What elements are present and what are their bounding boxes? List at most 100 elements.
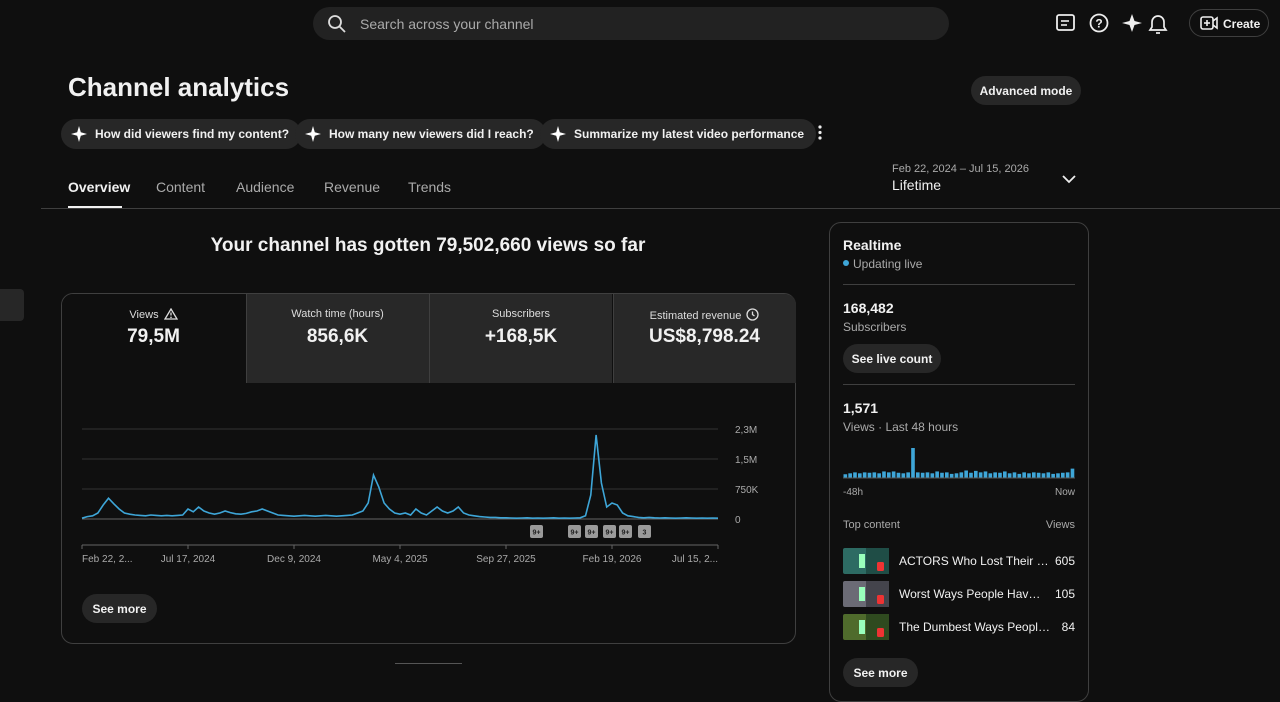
suggestion-chip[interactable]: Summarize my latest video performance	[540, 119, 817, 149]
bar	[882, 471, 886, 478]
y-tick-label: 1,5M	[735, 455, 757, 466]
header-icons[interactable]: ?	[1054, 12, 1179, 36]
views-chart: 0 750K 1,5M 2,3M Feb 22, 2... Jul 17, 2024 Dec…	[81, 425, 759, 565]
more-icon[interactable]	[815, 124, 825, 142]
marker-label: 9+	[571, 530, 579, 537]
marker-label: 9+	[588, 530, 596, 537]
views-count: 1,571	[843, 400, 879, 416]
suggestion-chip[interactable]: How many new viewers did I reach?	[295, 119, 546, 149]
bar	[1012, 472, 1017, 478]
metric-tab[interactable]: Estimated revenue US$8,798.24	[612, 294, 796, 383]
bar	[1041, 473, 1046, 478]
thumbnail	[843, 614, 889, 640]
overview-card	[61, 293, 796, 644]
bar	[949, 473, 954, 478]
sparkle-icon	[550, 126, 566, 142]
bar	[974, 470, 978, 478]
divider	[843, 284, 1075, 285]
marker-box	[638, 525, 651, 538]
bar	[877, 473, 881, 478]
see-more-button[interactable]: See more	[843, 658, 918, 687]
y-tick-label: 2,3M	[735, 425, 757, 436]
realtime-chart: -48h Now	[843, 448, 1075, 498]
x-tick-label: May 4, 2025	[372, 554, 427, 565]
bar	[969, 472, 973, 478]
bar	[940, 472, 944, 478]
bar	[911, 448, 915, 478]
marker-label: 9+	[606, 530, 614, 537]
metric-tab[interactable]: Watch time (hours) 856,6K	[245, 294, 429, 383]
bar	[925, 472, 930, 478]
bar	[872, 472, 877, 478]
metric-value: US$8,798.24	[649, 326, 760, 347]
top-content-row[interactable]: The Dumbest Ways Peopl… 84	[843, 614, 1075, 640]
bar	[1022, 472, 1026, 478]
sparkle-icon	[305, 126, 321, 142]
top-content-row[interactable]: ACTORS Who Lost Their … 605	[843, 548, 1075, 574]
marker-box	[603, 525, 616, 538]
bar	[959, 472, 964, 478]
create-button[interactable]: Create	[1189, 9, 1269, 37]
realtime-title: Realtime	[843, 237, 902, 253]
search-bar[interactable]: Search across your channel	[313, 7, 949, 40]
thumbnail	[843, 581, 889, 607]
side-handle[interactable]	[0, 289, 24, 321]
date-range[interactable]: Feb 22, 2024 – Jul 15, 2026	[892, 163, 1029, 175]
bar	[862, 472, 867, 478]
video-marker[interactable]: 9+	[619, 525, 632, 538]
suggestion-chip[interactable]: How did viewers find my content?	[61, 119, 302, 149]
bar	[1056, 473, 1060, 478]
top-content-title: Top content	[843, 519, 900, 531]
tab[interactable]: Trends	[408, 179, 452, 195]
bar	[896, 472, 901, 478]
scroll-indicator	[395, 663, 462, 664]
bar	[1032, 472, 1036, 478]
see-more-button[interactable]: See more	[82, 594, 157, 623]
x-tick-label: Feb 22, 2...	[82, 554, 133, 565]
y-tick-label: 750K	[735, 485, 759, 496]
metric-tab[interactable]: Views 79,5M	[62, 294, 245, 383]
metric-tab[interactable]: Subscribers +168,5K	[429, 294, 612, 383]
bar	[1017, 473, 1022, 478]
bar	[906, 472, 910, 478]
tab[interactable]: Audience	[236, 179, 295, 195]
subscriber-label: Subscribers	[843, 320, 907, 334]
video-marker[interactable]: 9+	[603, 525, 616, 538]
video-title: ACTORS Who Lost Their …	[899, 554, 1049, 568]
bar	[891, 471, 896, 478]
realtime-status: Updating live	[853, 257, 923, 271]
tabs-divider	[41, 208, 1280, 209]
see-live-count-button[interactable]: See live count	[843, 344, 941, 373]
video-marker[interactable]: 9+	[568, 525, 581, 538]
video-marker[interactable]: 9+	[585, 525, 598, 538]
tab[interactable]: Content	[156, 179, 206, 195]
metric-label: Watch time (hours)	[247, 308, 429, 320]
video-marker[interactable]: 9+	[530, 525, 543, 538]
sparkle-icon	[71, 126, 87, 142]
bar	[998, 472, 1002, 478]
bar	[1027, 473, 1031, 478]
metric-label-text: Subscribers	[491, 308, 551, 320]
bar	[1070, 468, 1075, 478]
tab[interactable]: Revenue	[324, 179, 381, 195]
x-tick-label: Jul 17, 2024	[161, 554, 216, 565]
video-marker[interactable]: 3	[638, 525, 651, 538]
tab[interactable]: Overview	[68, 179, 131, 195]
bar	[858, 473, 862, 478]
search-icon	[328, 15, 346, 33]
bar	[843, 474, 848, 478]
top-content-row[interactable]: Worst Ways People Hav… 105	[843, 581, 1075, 607]
date-period[interactable]: Lifetime	[892, 177, 942, 193]
bar	[853, 472, 857, 478]
marker-label: 9+	[533, 530, 541, 537]
bar	[1036, 472, 1041, 478]
subscriber-count: 168,482	[843, 300, 894, 316]
bar	[930, 473, 935, 478]
bar	[867, 472, 872, 478]
video-views: 84	[1061, 620, 1075, 634]
date-chevron[interactable]	[1062, 174, 1076, 184]
advanced-mode-button[interactable]: Advanced mode	[971, 76, 1081, 105]
chip-label: Summarize my latest video performance	[574, 127, 805, 141]
metric-label: Subscribers	[430, 308, 612, 320]
top-content-column: Views	[1045, 519, 1075, 531]
